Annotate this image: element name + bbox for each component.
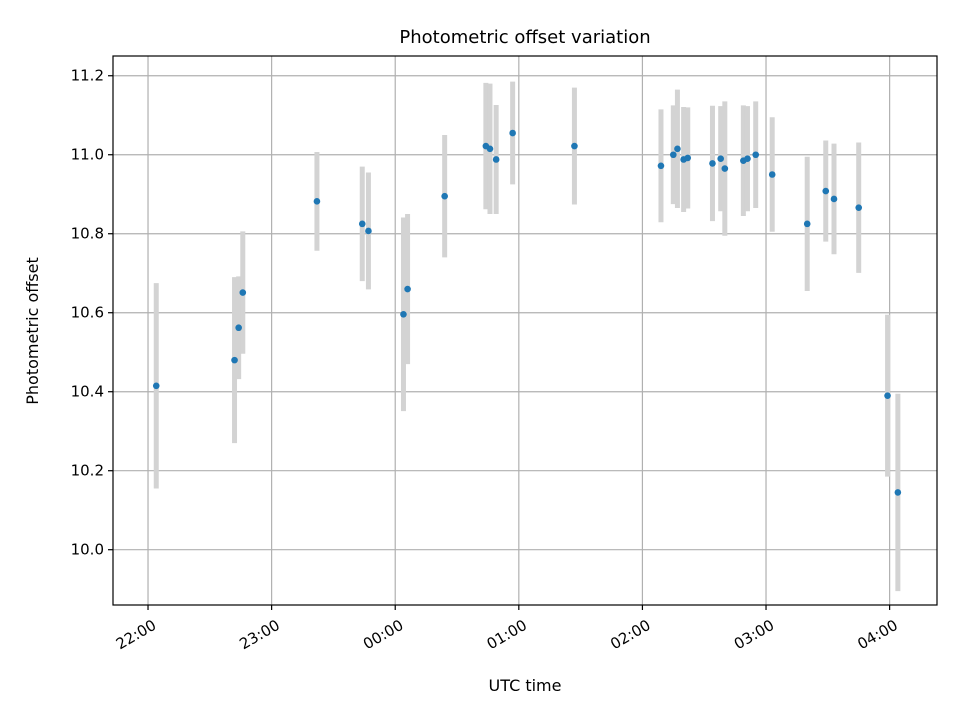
chart-title: Photometric offset variation (399, 27, 650, 48)
x-axis-title: UTC time (489, 676, 562, 695)
data-point (884, 392, 891, 399)
y-tick-label: 10.6 (71, 304, 104, 322)
data-point (752, 151, 760, 159)
data-point (358, 220, 366, 228)
data-point (717, 155, 724, 162)
plot-area-frame (112, 55, 938, 606)
data-point (744, 155, 751, 162)
data-point (830, 195, 838, 203)
data-point (709, 160, 716, 167)
data-point (235, 324, 242, 332)
y-tick-label: 11.0 (71, 146, 104, 164)
data-point (365, 227, 372, 235)
data-point (239, 289, 247, 296)
data-points (152, 129, 902, 496)
data-point (313, 198, 321, 205)
data-point (404, 285, 411, 293)
data-point (822, 187, 830, 195)
y-tick-label: 10.2 (71, 462, 104, 480)
y-axis-title: Photometric offset (23, 257, 42, 405)
data-point (670, 151, 677, 159)
y-tick-label: 10.8 (71, 225, 104, 243)
y-tick-label: 11.2 (71, 67, 104, 85)
data-point (674, 145, 681, 153)
data-point (441, 192, 448, 200)
data-point (684, 154, 692, 162)
data-point (400, 311, 407, 318)
data-point (571, 142, 578, 150)
data-point (492, 156, 500, 163)
data-point (486, 145, 494, 153)
data-point (894, 489, 902, 496)
data-point (657, 162, 665, 170)
data-point (803, 220, 811, 228)
y-tick-label: 10.0 (71, 541, 104, 559)
data-point (721, 165, 729, 172)
grid (113, 56, 937, 605)
data-point (768, 171, 776, 178)
y-tick-label: 10.4 (71, 383, 104, 401)
data-point (509, 129, 516, 137)
data-point (231, 356, 238, 364)
data-point (855, 204, 863, 211)
data-point (152, 382, 160, 390)
